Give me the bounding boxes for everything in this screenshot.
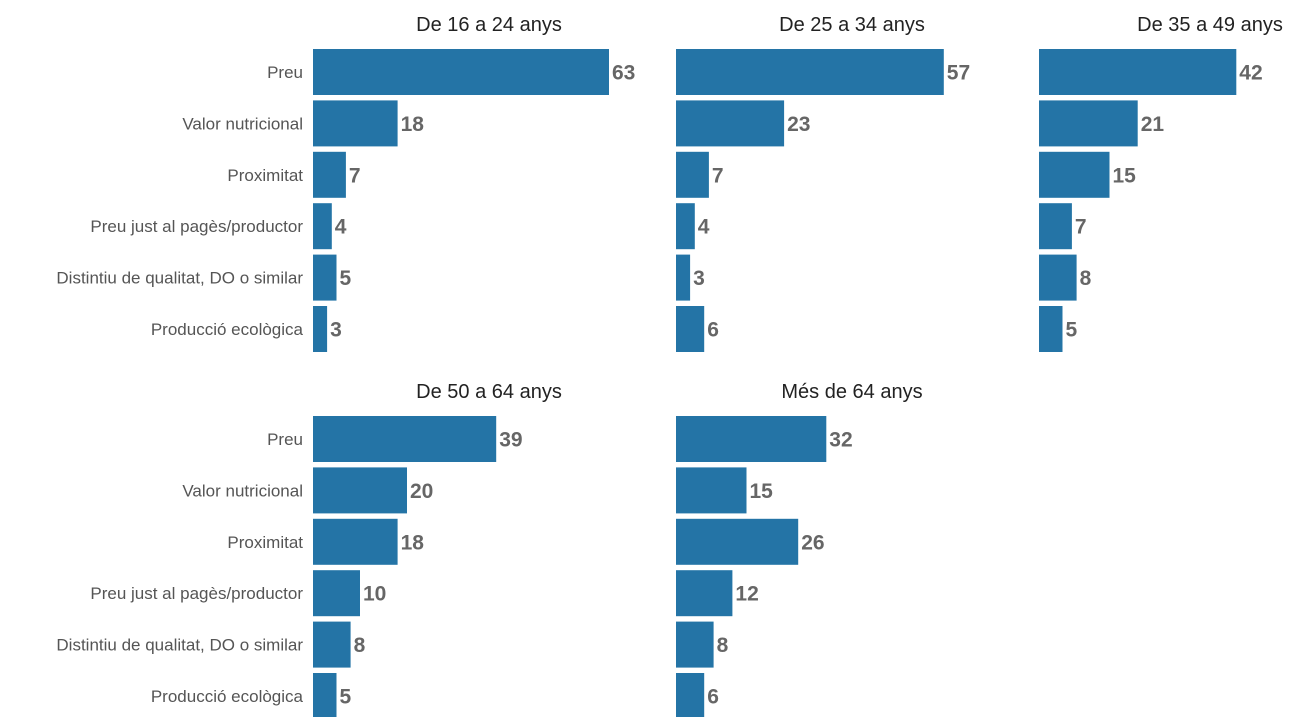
data-label: 26 (801, 531, 824, 554)
data-label: 3 (693, 267, 705, 290)
data-label: 23 (787, 113, 810, 136)
data-label: 5 (1066, 319, 1078, 342)
data-label: 10 (363, 583, 386, 606)
category-label: Preu (267, 63, 303, 82)
bar (676, 518, 799, 565)
panel-1: De 16 a 24 anys 63 Preu 18 Valor nutricional… (56, 14, 635, 352)
bar (676, 151, 709, 198)
panel-4: De 50 a 64 anys 39 Preu 20 Valor nutricional… (56, 381, 562, 717)
data-label: 6 (707, 319, 719, 342)
data-label: 7 (712, 164, 724, 187)
data-label: 12 (735, 583, 758, 606)
bar (676, 416, 827, 462)
bar (313, 416, 497, 462)
data-label: 32 (829, 429, 852, 452)
bar (676, 673, 705, 717)
category-label: Preu just al pagès/productor (90, 217, 303, 236)
bar (676, 621, 714, 668)
data-label: 6 (707, 686, 719, 709)
data-label: 15 (750, 480, 774, 503)
bar (313, 621, 351, 668)
bar (676, 306, 705, 352)
bar (313, 100, 398, 147)
category-label: Preu (267, 430, 303, 449)
category-label: Distintiu de qualitat, DO o similar (56, 269, 303, 288)
data-label: 3 (330, 319, 342, 342)
bar (676, 100, 785, 147)
bar (313, 49, 609, 95)
data-label: 7 (1075, 216, 1087, 239)
bar (1039, 151, 1110, 198)
data-label: 21 (1141, 113, 1165, 136)
bar (1039, 306, 1063, 352)
category-label: Distintiu de qualitat, DO o similar (56, 636, 303, 655)
panel-3: De 35 a 49 anys 42 21 15 7 8 5 (1039, 14, 1283, 352)
bar (313, 518, 398, 565)
bar (313, 467, 407, 514)
data-label: 7 (349, 164, 361, 187)
bar (676, 570, 733, 617)
bar (1039, 49, 1237, 95)
panel-2: De 25 a 34 anys 57 23 7 4 3 6 (676, 14, 970, 352)
panel-5: Més de 64 anys 32 15 26 12 8 6 (676, 381, 923, 717)
panel-title: De 50 a 64 anys (416, 381, 562, 403)
panel-title: De 35 a 49 anys (1137, 14, 1283, 36)
data-label: 20 (410, 480, 433, 503)
data-label: 4 (335, 216, 347, 239)
data-label: 18 (401, 531, 425, 554)
data-label: 39 (499, 429, 522, 452)
bar (1039, 254, 1077, 301)
data-label: 8 (717, 634, 729, 657)
bar (676, 467, 747, 514)
panel-title: De 16 a 24 anys (416, 14, 562, 36)
category-label: Proximitat (227, 166, 303, 185)
data-label: 4 (698, 216, 710, 239)
bar (676, 254, 691, 301)
category-label: Producció ecològica (151, 687, 304, 706)
bar (1039, 203, 1072, 250)
category-label: Valor nutricional (182, 114, 303, 133)
bar (313, 254, 337, 301)
data-label: 5 (340, 686, 352, 709)
data-label: 63 (612, 62, 635, 85)
data-label: 18 (401, 113, 425, 136)
data-label: 15 (1113, 164, 1137, 187)
data-label: 42 (1239, 62, 1262, 85)
bar (313, 673, 337, 717)
data-label: 8 (1080, 267, 1092, 290)
data-label: 57 (947, 62, 970, 85)
bar (676, 203, 695, 250)
data-label: 8 (354, 634, 366, 657)
category-label: Producció ecològica (151, 320, 304, 339)
bar (313, 203, 332, 250)
panel-title: De 25 a 34 anys (779, 14, 925, 36)
bar (313, 151, 346, 198)
panel-title: Més de 64 anys (781, 381, 922, 403)
bar (1039, 100, 1138, 147)
category-label: Valor nutricional (182, 481, 303, 500)
category-label: Preu just al pagès/productor (90, 584, 303, 603)
bar (313, 306, 328, 352)
bar (676, 49, 944, 95)
category-label: Proximitat (227, 533, 303, 552)
data-label: 5 (340, 267, 352, 290)
bar (313, 570, 360, 617)
